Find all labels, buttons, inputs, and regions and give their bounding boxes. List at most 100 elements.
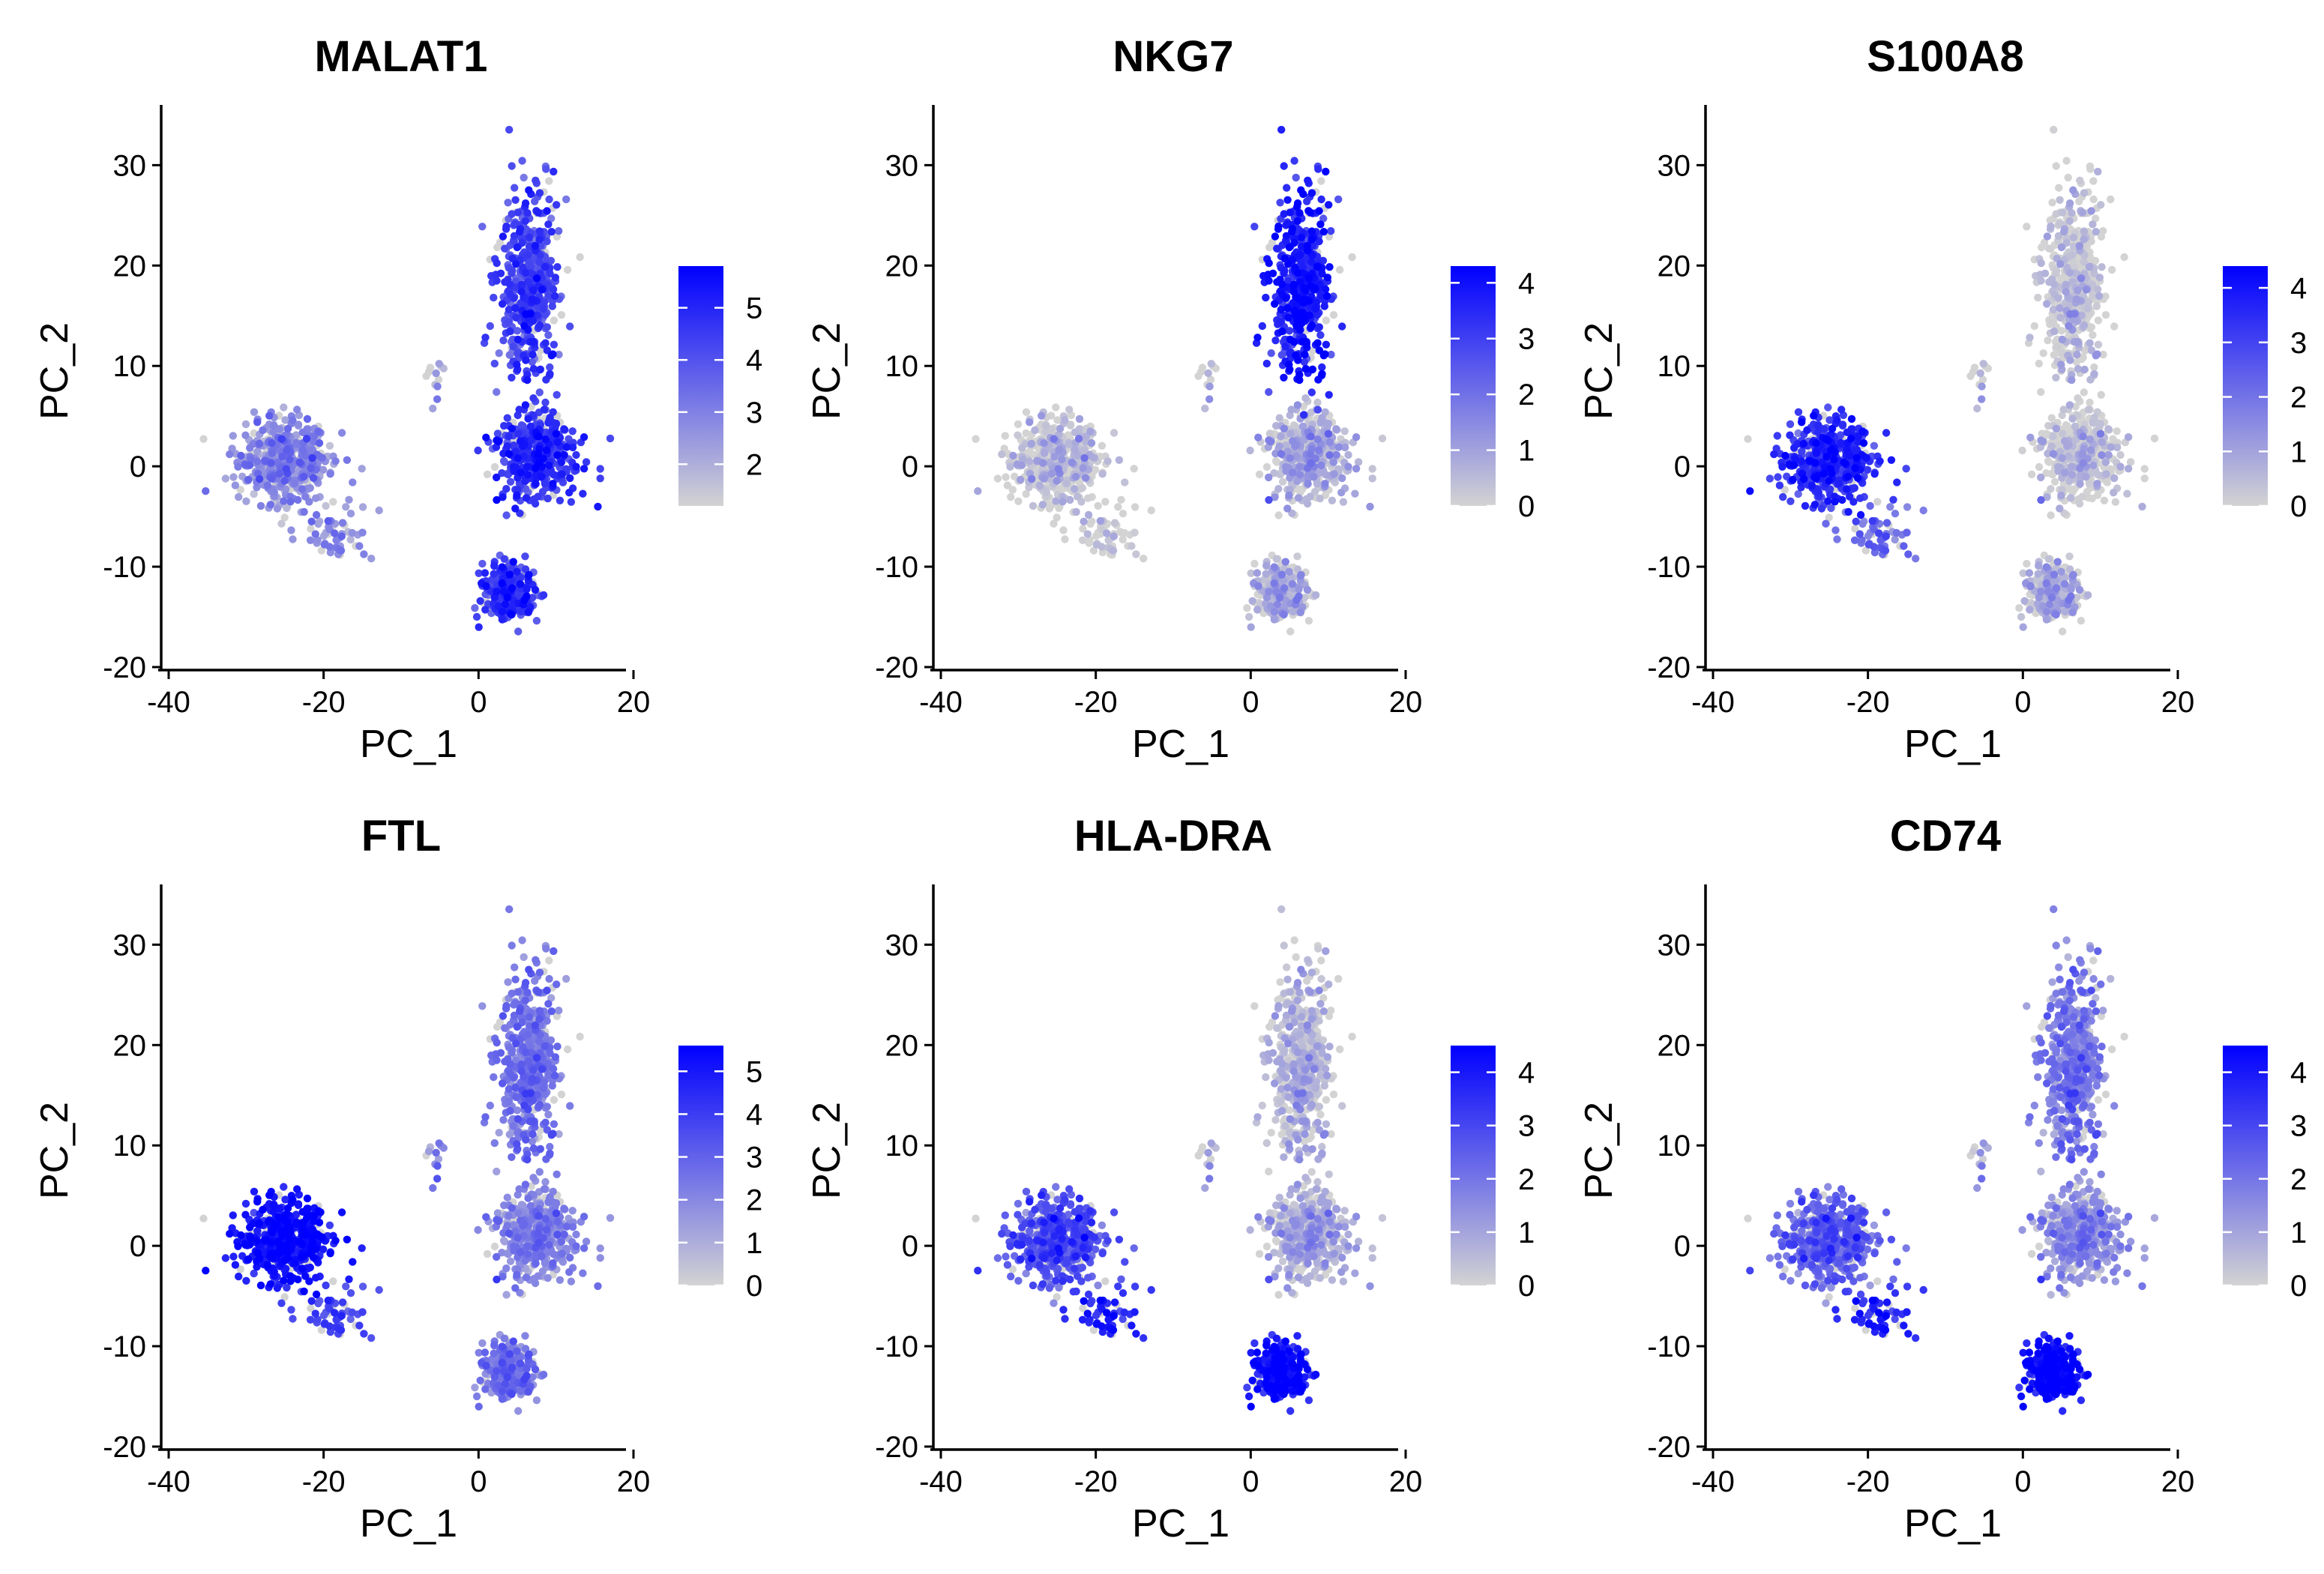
cell-point: [1271, 300, 1279, 308]
cell-point: [1086, 427, 1095, 435]
cell-point: [475, 569, 483, 577]
cell-point: [2038, 243, 2046, 252]
cell-point: [1284, 260, 1292, 268]
cell-point: [568, 443, 577, 452]
cell-point: [2015, 604, 2023, 612]
cell-point: [525, 570, 533, 579]
cell-point: [2092, 302, 2101, 310]
cell-point: [2076, 176, 2084, 184]
cell-point: [2045, 244, 2053, 253]
cell-point: [1313, 398, 1322, 407]
cell-point: [338, 519, 347, 527]
cell-point: [199, 435, 208, 443]
x-tick-label: -20: [302, 686, 346, 719]
cell-point: [580, 465, 588, 473]
cell-point: [500, 555, 508, 563]
panel-title: NKG7: [1113, 32, 1233, 81]
cell-point: [543, 323, 551, 331]
cell-point: [483, 470, 492, 479]
cell-point: [1132, 550, 1140, 558]
cell-point: [261, 456, 269, 465]
cell-point: [1310, 472, 1318, 481]
cell-point: [538, 472, 546, 481]
cell-point: [302, 435, 311, 443]
cell-point: [1205, 382, 1214, 391]
cell-point: [265, 411, 274, 420]
cell-point: [1065, 438, 1073, 447]
y-tick-label: -20: [875, 651, 918, 684]
cell-point: [1973, 404, 1981, 413]
cell-point: [1873, 498, 1882, 506]
cell-point: [287, 526, 295, 534]
cell-point: [298, 428, 307, 436]
cell-point: [509, 343, 517, 351]
cell-point: [286, 455, 294, 464]
cell-point: [1316, 331, 1325, 340]
cell-point: [493, 429, 502, 438]
cell-point: [345, 495, 353, 504]
x-tick-label: 0: [470, 686, 487, 719]
cell-point: [538, 286, 547, 294]
cell-point: [572, 462, 580, 471]
cell-point: [606, 434, 615, 443]
cell-point: [508, 584, 517, 592]
cell-point: [1035, 481, 1044, 489]
cell-point: [2100, 496, 2109, 504]
cell-point: [1265, 495, 1273, 504]
x-tick-label: 20: [1389, 686, 1423, 719]
cell-point: [270, 488, 278, 496]
cell-point: [2056, 313, 2065, 322]
cell-point: [275, 469, 284, 478]
cell-point: [1061, 535, 1069, 543]
x-tick-label: -20: [1074, 686, 1118, 719]
cell-point: [505, 327, 514, 336]
cell-point: [2026, 334, 2034, 342]
cell-point: [499, 337, 508, 345]
cell-point: [1323, 274, 1332, 282]
cell-point: [504, 319, 512, 327]
cell-point: [1297, 315, 1305, 323]
cell-point: [549, 480, 557, 488]
cell-point: [1250, 223, 1259, 231]
cell-point: [2065, 552, 2074, 561]
cell-point: [1277, 327, 1286, 336]
cell-point: [545, 461, 553, 470]
cell-point: [2034, 293, 2042, 302]
y-axis-label: PC_2: [805, 322, 849, 420]
cell-point: [500, 588, 508, 596]
cell-point: [2039, 349, 2047, 358]
cell-point: [481, 606, 490, 614]
cell-point: [2047, 222, 2055, 231]
cell-point: [2020, 597, 2029, 605]
cell-point: [534, 208, 542, 217]
cell-point: [1304, 176, 1312, 184]
cell-point: [504, 199, 512, 207]
cell-point: [1307, 321, 1316, 330]
cell-point: [1334, 195, 1343, 204]
cell-point: [493, 495, 501, 504]
cell-point: [535, 227, 544, 235]
cell-point: [1378, 434, 1387, 443]
cell-point: [565, 489, 574, 497]
cell-point: [1293, 401, 1302, 409]
cell-point: [2094, 340, 2103, 349]
cell-point: [496, 269, 505, 277]
cell-point: [1321, 480, 1329, 488]
cell-point: [545, 177, 553, 185]
cell-point: [1117, 528, 1125, 537]
cell-point: [1007, 492, 1015, 501]
cell-point: [2075, 499, 2084, 508]
cell-point: [1313, 435, 1322, 444]
x-axis-label: PC_1: [360, 723, 457, 766]
cell-point: [2052, 269, 2060, 277]
cell-point: [2110, 474, 2119, 483]
cell-point: [1270, 579, 1278, 588]
cell-point: [529, 286, 538, 295]
cell-point: [2085, 480, 2094, 488]
cell-point: [516, 227, 524, 236]
cell-point: [2064, 173, 2072, 182]
cell-point: [325, 441, 334, 450]
cell-point: [1324, 419, 1333, 428]
cell-point: [1098, 441, 1107, 450]
cell-point: [2089, 177, 2098, 185]
